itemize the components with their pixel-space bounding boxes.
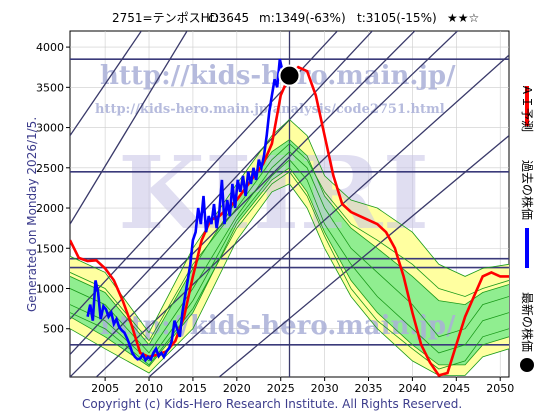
channel-line-4 — [148, 54, 509, 377]
x-tick-label-2040: 2040 — [398, 382, 426, 395]
x-tick-label-2015: 2015 — [179, 382, 207, 395]
y-tick-label-2500: 2500 — [36, 162, 64, 175]
channel-line-5 — [218, 135, 509, 377]
x-tick-label-2035: 2035 — [355, 382, 383, 395]
y-tick-label-1000: 1000 — [36, 282, 64, 295]
y-tick-label-2000: 2000 — [36, 202, 64, 215]
latest-price-marker — [278, 64, 301, 87]
x-tick-label-2050: 2050 — [486, 382, 514, 395]
legend-label-price: 過去の株価 — [520, 160, 535, 220]
ai-band-inner — [70, 139, 509, 367]
x-tick-label-2020: 2020 — [223, 382, 251, 395]
y-tick-label-3000: 3000 — [36, 122, 64, 135]
y-tick-label-4000: 4000 — [36, 41, 64, 54]
generated-date: Generated on Monday 2026/1/5. — [25, 117, 39, 312]
x-tick-label-2005: 2005 — [91, 382, 119, 395]
header-code-name: 2751=テンポスHD — [112, 11, 219, 25]
band-edge-1 — [70, 183, 509, 376]
copyright: Copyright (c) Kids-Hero Research Institu… — [82, 397, 462, 411]
header-m-value: m:1349(-63%) — [259, 11, 346, 25]
band-edge-0 — [70, 118, 509, 334]
watermark: http://kids-hero.main.jp/ http://kids-he… — [95, 61, 456, 341]
legend-swatch-latest — [520, 358, 534, 372]
ai-line-b — [70, 159, 509, 362]
channel-line-0 — [70, 31, 339, 320]
channel-line-6 — [70, 31, 188, 225]
ai-forecast-bands — [70, 119, 509, 376]
legend-label-latest: 最新の株価 — [520, 292, 535, 352]
price-history-line — [86, 58, 289, 363]
legend: ＡＩ予測 過去の株価 最新の株価 — [520, 84, 535, 372]
x-tick-label-2030: 2030 — [311, 382, 339, 395]
legend-label-ai: ＡＩ予測 — [520, 84, 534, 132]
header-rating-stars: ★★☆ — [447, 11, 479, 25]
header-t-value: t:3105(-15%) — [357, 11, 437, 25]
y-tick-label-3500: 3500 — [36, 81, 64, 94]
chart-lines — [70, 31, 509, 377]
x-tick-label-2045: 2045 — [442, 382, 470, 395]
y-tick-label-500: 500 — [43, 323, 64, 336]
channel-line-7 — [70, 31, 143, 136]
channel-line-1 — [70, 31, 374, 355]
x-tick-label-2025: 2025 — [267, 382, 295, 395]
x-tick-label-2010: 2010 — [135, 382, 163, 395]
header-current-price: c:3645 — [208, 11, 249, 25]
y-tick-label-1500: 1500 — [36, 242, 64, 255]
watermark-khri: KHRI — [118, 134, 429, 252]
plot-layers: http://kids-hero.main.jp/ http://kids-he… — [70, 31, 509, 377]
ai-line-a — [70, 151, 509, 354]
axes: 2005 2010 2015 2020 2025 2030 2035 2040 2045 2050… — [36, 41, 514, 395]
band-edge-2 — [70, 139, 509, 346]
